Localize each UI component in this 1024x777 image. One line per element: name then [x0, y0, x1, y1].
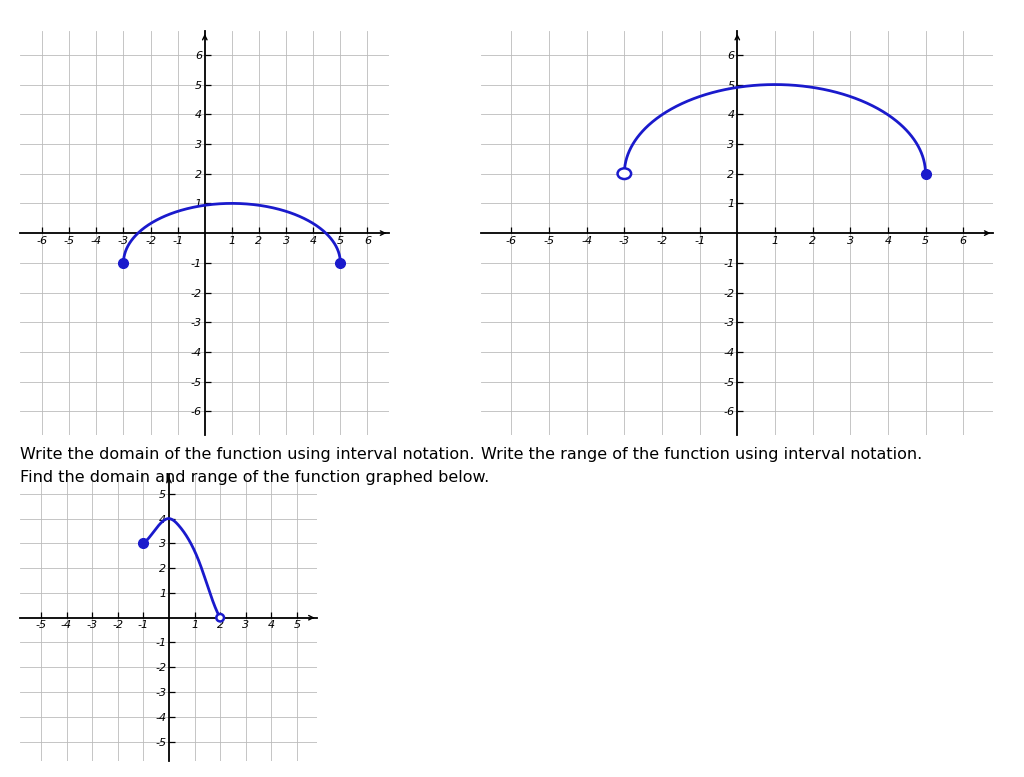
Text: Write the domain of the function using interval notation.: Write the domain of the function using i…	[20, 447, 475, 462]
Text: Find the domain and range of the function graphed below.: Find the domain and range of the functio…	[20, 470, 489, 485]
Circle shape	[617, 169, 631, 179]
Circle shape	[216, 614, 224, 622]
Text: Write the range of the function using interval notation.: Write the range of the function using in…	[481, 447, 923, 462]
